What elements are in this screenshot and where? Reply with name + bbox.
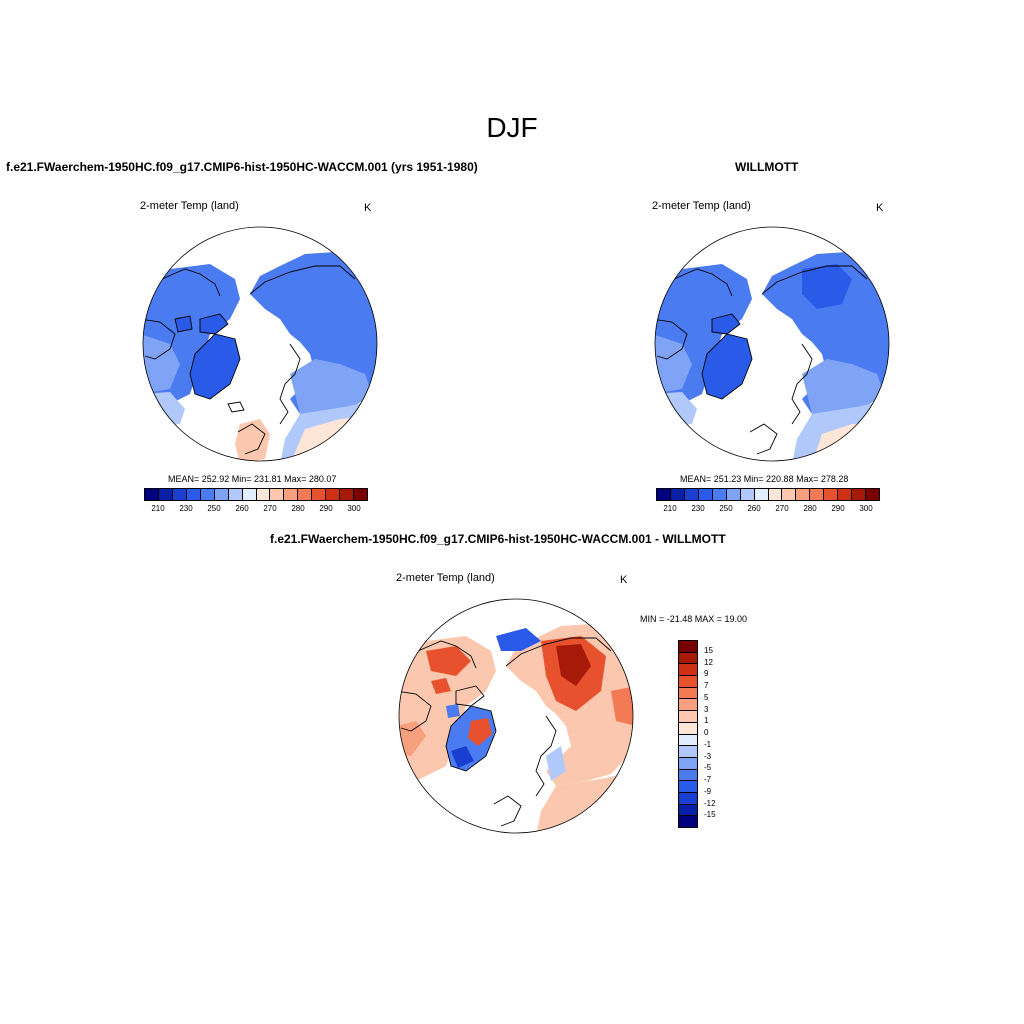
- panel-2-stats: MEAN= 251.23 Min= 220.88 Max= 278.28: [680, 474, 849, 484]
- colorbar-swatch: [256, 489, 271, 500]
- colorbar-swatch: [852, 489, 867, 500]
- colorbar-swatch: [768, 489, 783, 500]
- colorbar-tick-label: 290: [319, 504, 333, 513]
- colorbar-swatch: [298, 489, 313, 500]
- colorbar-tick-label: 300: [347, 504, 361, 513]
- colorbar-swatch: [754, 489, 769, 500]
- colorbar-swatch: [796, 489, 811, 500]
- colorbar-swatch: [228, 489, 243, 500]
- colorbar-tick-label: 300: [859, 504, 873, 513]
- panel-3-colorbar: 15 12 9 7 5 3 1 0 -1 -3 -5 -7 -9 -12 -15: [678, 640, 738, 828]
- colorbar-swatch: [186, 489, 201, 500]
- colorbar-tick-label: 0: [704, 728, 709, 737]
- panel-3-stats: MIN = -21.48 MAX = 19.00: [640, 614, 748, 624]
- colorbar-tick-label: 1: [704, 716, 709, 726]
- panel-1-stats: MEAN= 252.92 Min= 231.81 Max= 280.07: [168, 474, 337, 484]
- colorbar-tick-label: 9: [704, 669, 709, 679]
- panel-3-polar-map: [398, 598, 634, 834]
- colorbar-swatch: [242, 489, 257, 500]
- colorbar-swatch: [657, 489, 671, 500]
- colorbar-swatch: [679, 769, 697, 782]
- colorbar-swatch: [698, 489, 713, 500]
- colorbar-swatch: [284, 489, 299, 500]
- colorbar-tick-label: 210: [663, 504, 677, 513]
- colorbar-tick-label: 250: [207, 504, 221, 513]
- colorbar-swatch: [326, 489, 341, 500]
- colorbar-tick-label: 290: [831, 504, 845, 513]
- colorbar-tick-label: 230: [691, 504, 705, 513]
- colorbar-swatch: [679, 664, 697, 677]
- panel-3-title: f.e21.FWaerchem-1950HC.f09_g17.CMIP6-his…: [270, 532, 726, 546]
- colorbar-swatch: [679, 816, 697, 827]
- colorbar-tick-label: 7: [704, 681, 709, 690]
- colorbar-tick-label: -9: [704, 786, 712, 796]
- colorbar-swatch: [679, 757, 697, 770]
- colorbar-swatch: [340, 489, 355, 500]
- colorbar-tick-label: 270: [775, 504, 789, 513]
- panel-2-colorbar: 210 230 250 260 270 280 290 300: [656, 488, 880, 516]
- panel-2-polar-map: [654, 226, 890, 462]
- panel-3-units: K: [620, 574, 628, 586]
- colorbar-swatch: [866, 489, 879, 500]
- colorbar-tick-label: 3: [704, 704, 709, 714]
- colorbar-tick-label: 260: [235, 504, 249, 513]
- colorbar-swatch: [726, 489, 741, 500]
- colorbar-tick-label: 12: [704, 657, 713, 667]
- panel-2-variable-label: 2-meter Temp (land): [652, 200, 751, 212]
- colorbar-tick-label: 15: [704, 645, 713, 655]
- colorbar-tick-label: -3: [704, 751, 712, 761]
- panel-2-units: K: [876, 202, 884, 214]
- colorbar-swatch: [670, 489, 685, 500]
- panel-1-colorbar: 210 230 250 260 270 280 290 300: [144, 488, 368, 516]
- colorbar-swatch: [270, 489, 285, 500]
- colorbar-tick-label: -15: [704, 810, 716, 820]
- panel-1-units: K: [364, 202, 372, 214]
- colorbar-tick-label: 280: [291, 504, 305, 513]
- colorbar-swatch: [740, 489, 755, 500]
- colorbar-swatch: [679, 734, 697, 747]
- colorbar-tick-label: -1: [704, 739, 712, 749]
- colorbar-swatch: [679, 746, 697, 758]
- colorbar-swatch: [354, 489, 367, 500]
- colorbar-swatch: [679, 676, 697, 688]
- panel-1-variable-label: 2-meter Temp (land): [140, 200, 239, 212]
- colorbar-swatch: [782, 489, 797, 500]
- colorbar-tick-label: -5: [704, 763, 712, 773]
- colorbar-tick-label: -7: [704, 775, 712, 784]
- colorbar-swatch: [810, 489, 825, 500]
- colorbar-swatch: [684, 489, 699, 500]
- panel-2-title: WILLMOTT: [735, 160, 799, 174]
- colorbar-swatch: [679, 652, 697, 665]
- colorbar-swatch: [679, 711, 697, 723]
- colorbar-swatch: [679, 722, 697, 735]
- colorbar-swatch: [679, 699, 697, 712]
- colorbar-tick-label: 230: [179, 504, 193, 513]
- panel-1-polar-map: [142, 226, 378, 462]
- colorbar-tick-label: 280: [803, 504, 817, 513]
- colorbar-tick-label: 270: [263, 504, 277, 513]
- colorbar-tick-label: 5: [704, 692, 709, 702]
- colorbar-swatch: [158, 489, 173, 500]
- colorbar-swatch: [679, 792, 697, 805]
- colorbar-tick-label: -12: [704, 798, 716, 808]
- colorbar-swatch: [712, 489, 727, 500]
- panel-1-title: f.e21.FWaerchem-1950HC.f09_g17.CMIP6-his…: [6, 160, 478, 174]
- colorbar-swatch: [145, 489, 159, 500]
- colorbar-swatch: [679, 641, 697, 653]
- colorbar-swatch: [679, 687, 697, 700]
- colorbar-tick-label: 260: [747, 504, 761, 513]
- colorbar-swatch: [312, 489, 327, 500]
- panel-3-variable-label: 2-meter Temp (land): [396, 572, 495, 584]
- main-title: DJF: [486, 112, 538, 143]
- colorbar-swatch: [200, 489, 215, 500]
- colorbar-swatch: [214, 489, 229, 500]
- colorbar-swatch: [838, 489, 853, 500]
- colorbar-tick-label: 250: [719, 504, 733, 513]
- colorbar-tick-label: 210: [151, 504, 165, 513]
- colorbar-swatch: [679, 781, 697, 793]
- colorbar-swatch: [172, 489, 187, 500]
- colorbar-swatch: [679, 804, 697, 817]
- colorbar-swatch: [824, 489, 839, 500]
